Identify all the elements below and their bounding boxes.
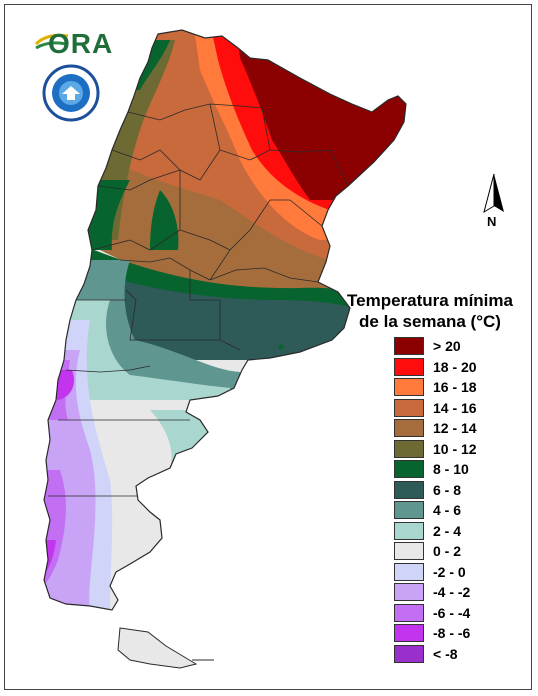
legend-label: < -8	[433, 645, 458, 662]
legend-swatch	[394, 419, 424, 438]
legend-item: < -8	[394, 644, 477, 665]
legend-swatch	[394, 562, 424, 581]
legend-title-line1: Temperatura mínima	[347, 291, 513, 310]
legend-label: 12 - 14	[433, 420, 477, 437]
legend-label: -8 - -6	[433, 625, 471, 642]
legend-swatch	[394, 398, 424, 417]
north-label: N	[487, 214, 497, 229]
legend-label: 0 - 2	[433, 543, 462, 560]
legend-swatch	[394, 357, 424, 376]
legend-item: 14 - 16	[394, 398, 477, 419]
legend-label: 18 - 20	[433, 358, 477, 375]
legend-item: -4 - -2	[394, 582, 477, 603]
legend-label: -6 - -4	[433, 604, 471, 621]
legend-item: 4 - 6	[394, 500, 477, 521]
ora-logo-text: ORA	[48, 28, 114, 59]
legend-item: 10 - 12	[394, 439, 477, 460]
ora-logo: ORA	[34, 26, 112, 60]
legend-item: 2 - 4	[394, 521, 477, 542]
legend-swatch	[394, 460, 424, 479]
legend-item: 18 - 20	[394, 357, 477, 378]
legend-swatch	[394, 583, 424, 602]
legend-item: -2 - 0	[394, 562, 477, 583]
legend-item: -6 - -4	[394, 603, 477, 624]
legend-title-line2: de la semana (°C)	[359, 312, 501, 331]
legend-label: 2 - 4	[433, 522, 462, 539]
legend-label: > 20	[433, 338, 461, 355]
legend-swatch	[394, 337, 424, 356]
legend-swatch	[394, 501, 424, 520]
legend-label: 14 - 16	[433, 399, 477, 416]
legend-title: Temperatura mínima de la semana (°C)	[330, 290, 530, 332]
legend-item: 8 - 10	[394, 459, 477, 480]
legend-item: 6 - 8	[394, 480, 477, 501]
legend-item: 12 - 14	[394, 418, 477, 439]
legend: > 20 18 - 20 16 - 18 14 - 16 12 - 14 10 - 12 8…	[394, 336, 477, 664]
legend-swatch	[394, 521, 424, 540]
legend-swatch	[394, 439, 424, 458]
legend-item: 0 - 2	[394, 541, 477, 562]
legend-label: -2 - 0	[433, 563, 466, 580]
legend-label: 10 - 12	[433, 440, 477, 457]
legend-item: -8 - -6	[394, 623, 477, 644]
legend-label: -4 - -2	[433, 584, 471, 601]
legend-label: 4 - 6	[433, 502, 462, 519]
legend-label: 16 - 18	[433, 379, 477, 396]
legend-label: 8 - 10	[433, 461, 469, 478]
north-arrow-icon	[483, 173, 504, 214]
legend-item: 16 - 18	[394, 377, 477, 398]
tierra-del-fuego	[117, 627, 198, 669]
legend-swatch	[394, 542, 424, 561]
smn-seal	[42, 64, 100, 122]
legend-label: 6 - 8	[433, 481, 462, 498]
legend-swatch	[394, 378, 424, 397]
legend-swatch	[394, 624, 424, 643]
legend-swatch	[394, 480, 424, 499]
province-borders	[48, 103, 349, 497]
legend-item: > 20	[394, 336, 477, 357]
legend-swatch	[394, 644, 424, 663]
legend-swatch	[394, 603, 424, 622]
lake-dot	[278, 344, 284, 350]
